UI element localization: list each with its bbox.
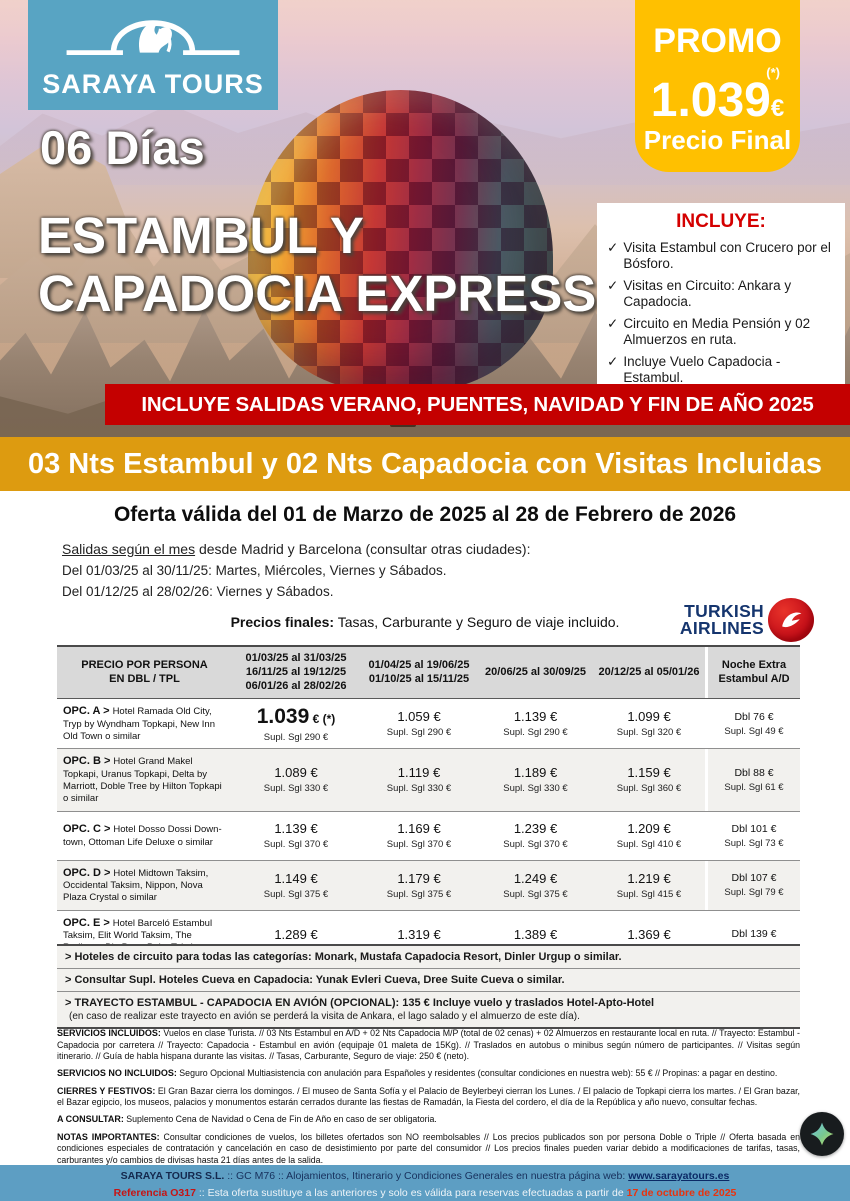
price-cell: 1.249 € Supl. Sgl 375 € [503,870,568,900]
a-consultar: A CONSULTAR: Suplemento Cena de Navidad … [57,1114,437,1125]
promo-price: 1.039€ [650,74,785,127]
column-header-season4: 20/12/25 al 05/01/26 [598,665,700,678]
price-cell: 1.219 € Supl. Sgl 415 € [616,870,682,900]
includes-item: ✓ Visita Estambul con Crucero por el Bós… [607,240,831,271]
check-icon: ✓ [607,240,619,255]
airline-name: TURKISH AIRLINES [679,601,764,638]
legal-text: SERVICIOS INCLUIDOS: Vuelos en clase Tur… [57,1028,800,1172]
trip-title-line1: ESTAMBUL Y [38,207,364,264]
column-header-extra-night: Noche Extra Estambul A/D [705,647,800,699]
table-row-opc-b: OPC. B > Hotel Grand Makel Topkapi, Uranu… [57,749,800,812]
extra-night-cell: Dbl 101 € Supl. Sgl 73 € [705,811,800,860]
promo-label: PROMO [653,22,782,60]
price-cell: 1.239 € Supl. Sgl 370 € [503,821,568,851]
price-cell: 1.149 € Supl. Sgl 375 € [263,870,329,900]
check-icon: ✓ [607,316,619,332]
footer-line1: SARAYA TOURS S.L. :: GC M76 :: Alojamien… [120,1170,730,1182]
offer-validity: Oferta válida del 01 de Marzo de 2025 al… [113,503,737,526]
table-row-opc-a: OPC. A > Hotel Ramada Old City, Tryp by W… [57,699,800,750]
price-cell: 1.139 € Supl. Sgl 370 € [263,821,329,851]
cierres-y-festivos: CIERRES Y FESTIVOS: El Gran Bazar cierra… [57,1085,800,1108]
saraya-tours-logo: SARAYA TOURS [28,0,278,110]
price-cell: 1.139 € Supl. Sgl 290 € [503,709,568,739]
final-prices-note: Precios finales: Tasas, Carburante y Seg… [230,614,620,630]
price-cell: 1.209 € Supl. Sgl 410 € [616,821,682,851]
turkish-airlines-logo: TURKISH AIRLINES [680,598,814,642]
website-link[interactable]: www.sarayatours.es [628,1170,730,1182]
promo-final-label: Precio Final [643,125,792,156]
departure-days-2: Del 01/12/25 al 28/02/26: Viernes y Sába… [62,584,334,599]
price-cell: 1.119 € Supl. Sgl 330 € [386,765,452,795]
hotel-option: OPC. A > Hotel Ramada Old City, Tryp by W… [63,705,215,742]
price-cell: 1.159 € Supl. Sgl 360 € [616,765,682,795]
footer-bar: SARAYA TOURS S.L. :: GC M76 :: Alojamien… [0,1165,850,1201]
extra-night-cell: Dbl 107 € Supl. Sgl 79 € [705,860,800,910]
note-cave-hotels: > Consultar Supl. Hoteles Cueva en Capad… [57,969,800,992]
includes-item: ✓ Visitas en Circuito: Ankara y Capadoci… [607,278,792,309]
promo-price-badge: PROMO (*) 1.039€ Precio Final [635,0,800,172]
note-flight-option: > TRAYECTO ESTAMBUL - CAPADOCIA EN AVIÓN… [57,992,800,1029]
price-cell: 1.089 € Supl. Sgl 330 € [263,765,329,795]
departure-days-1: Del 01/03/25 al 30/11/25: Martes, Miérco… [62,563,447,578]
price-table: PRECIO POR PERSONA EN DBL / TPL 01/03/25… [57,645,800,974]
price-cell: 1.039 € (*) Supl. Sgl 290 € [256,704,336,743]
price-cell: 1.189 € Supl. Sgl 330 € [503,765,568,795]
note-circuit-hotels: > Hoteles de circuito para todas las cat… [57,946,800,969]
brand-name: SARAYA TOURS [42,69,264,99]
hot-air-balloon [248,90,553,392]
check-icon: ✓ [607,354,619,370]
column-header-season3: 20/06/25 al 30/09/25 [485,665,586,678]
trip-title-line2: CAPADOCIA EXPRESS [38,265,597,322]
falcon-logo-icon [58,0,248,67]
check-icon: ✓ [607,278,619,294]
hotel-option: OPC. C > Hotel Dosso Dossi Down-town, Ott… [63,823,222,848]
includes-item: ✓ Incluye Vuelo Capadocia - Estambul. [607,354,781,385]
hotel-option: OPC. B > Hotel Grand Makel Topkapi, Uranu… [63,755,222,805]
table-row-opc-d: OPC. D > Hotel Midtown Taksim, Occidental… [57,860,800,911]
booking-start-date: 17 de octubre de 2025 [626,1186,737,1199]
departures-banner: INCLUYE SALIDAS VERANO, PUENTES, NAVIDAD… [105,384,850,425]
nights-banner: 03 Nts Estambul y 02 Nts Capadocia con V… [0,437,850,491]
reference-code: Referencia O317 [113,1186,196,1199]
price-cell: 1.179 € Supl. Sgl 375 € [386,870,452,900]
price-cell: 1.059 € Supl. Sgl 290 € [386,709,452,739]
servicios-no-incluidos: SERVICIOS NO INCLUIDOS: Seguro Opcional … [57,1068,778,1079]
column-header-season1: 01/03/25 al 31/03/25 16/11/25 al 19/12/2… [245,652,347,692]
departures-info: Salidas según el mes desde Madrid y Barc… [62,541,530,599]
table-notes: > Hoteles de circuito para todas las cat… [57,944,800,1029]
star-badge-icon [800,1112,844,1156]
hotel-option: OPC. D > Hotel Midtown Taksim, Occidental… [63,866,209,904]
departures-cities: Salidas según el mes desde Madrid y Barc… [62,541,531,557]
trip-duration: 06 Días [40,121,205,174]
price-cell: 1.169 € Supl. Sgl 370 € [386,821,452,851]
table-row-opc-c: OPC. C > Hotel Dosso Dossi Down-town, Ott… [57,811,800,861]
hero-photo: SARAYA TOURS 06 Días ESTAMBUL Y CAPADOCI… [0,0,850,437]
footer-line2: Referencia O317 :: Esta oferta sustituye… [113,1186,737,1199]
includes-title: INCLUYE: [676,211,766,232]
servicios-incluidos: SERVICIOS INCLUIDOS: Vuelos en clase Tur… [57,1028,800,1061]
column-header-season2: 01/04/25 al 19/06/25 01/10/25 al 15/11/2… [368,658,470,685]
company-name: SARAYA TOURS S.L. [120,1170,225,1182]
includes-item: ✓ Circuito en Media Pensión y 02 Almuerz… [607,316,811,347]
price-cell: 1.099 € Supl. Sgl 320 € [616,709,682,739]
includes-box: INCLUYE: ✓ Visita Estambul con Crucero p… [597,203,845,403]
airline-bird-icon [768,598,814,642]
column-header-persona: PRECIO POR PERSONA EN DBL / TPL [81,658,208,685]
extra-night-cell: Dbl 76 € Supl. Sgl 49 € [705,699,800,749]
promo-asterisk: (*) [766,65,780,80]
note-flight-option-detail: (en caso de realizar este trayecto en av… [69,1011,580,1022]
notas-importantes: NOTAS IMPORTANTES: Consultar condiciones… [57,1131,800,1165]
table-header-row: PRECIO POR PERSONA EN DBL / TPL 01/03/25… [57,647,800,700]
extra-night-cell: Dbl 88 € Supl. Sgl 61 € [705,749,800,811]
